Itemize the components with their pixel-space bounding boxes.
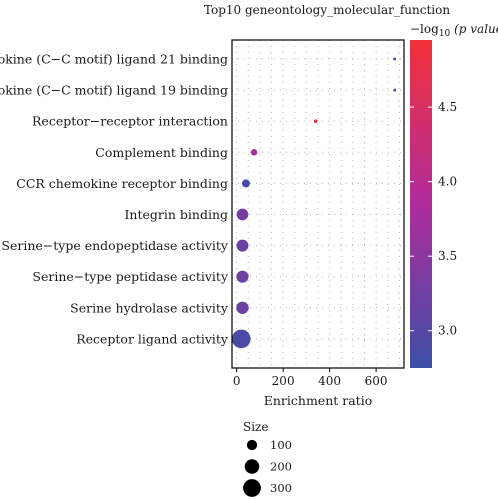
data-point — [236, 208, 249, 221]
size-legend-dot — [243, 479, 261, 497]
x-tick-label: 0 — [233, 374, 241, 388]
plot-frame — [231, 39, 405, 369]
x-axis-title: Enrichment ratio — [264, 393, 372, 408]
grid-layer — [232, 40, 404, 368]
category-label: Receptor ligand activity — [76, 331, 229, 346]
color-tick-label: 3.5 — [438, 249, 457, 263]
category-label: chemokine (C−C motif) ligand 21 binding — [0, 52, 228, 67]
color-legend-title-prefix: −log — [410, 22, 439, 36]
data-point — [313, 119, 318, 123]
category-label: Serine−type peptidase activity — [32, 269, 229, 284]
chart-title: Top10 geneontology_molecular_function — [204, 3, 450, 17]
data-point — [241, 179, 250, 188]
category-labels: chemokine (C−C motif) ligand 21 binding c… — [0, 52, 229, 347]
color-tick-label: 4.0 — [438, 175, 457, 189]
data-point — [393, 88, 397, 92]
data-point — [250, 149, 258, 156]
category-label: Complement binding — [95, 145, 228, 160]
category-label: Serine hydrolase activity — [70, 300, 229, 315]
color-bar — [410, 40, 432, 368]
size-legend-items: 100 200 300 — [243, 438, 292, 497]
color-bar-ticks: 3.0 3.5 4.0 4.5 — [410, 100, 457, 338]
size-legend: Size 100 200 300 — [243, 420, 292, 497]
size-legend-label: 100 — [270, 438, 292, 452]
data-points — [231, 57, 397, 349]
x-tick-label: 600 — [365, 374, 388, 388]
color-legend-title-suffix: (p value) — [450, 22, 498, 36]
data-point — [236, 270, 249, 283]
category-label: Integrin binding — [124, 207, 228, 222]
x-tick-label: 400 — [318, 374, 341, 388]
color-legend: −log10 (p value) 3.0 3.5 4.0 4.5 — [410, 22, 498, 368]
color-tick-label: 4.5 — [438, 100, 457, 114]
category-label: Receptor−receptor interaction — [32, 114, 228, 129]
x-tick-label: 200 — [272, 374, 295, 388]
data-point — [393, 57, 397, 61]
size-legend-label: 300 — [270, 481, 292, 495]
data-point — [231, 329, 251, 349]
category-label: Serine−type endopeptidase activity — [1, 238, 229, 253]
data-point — [236, 301, 249, 314]
size-legend-dot — [246, 439, 258, 451]
size-legend-label: 200 — [270, 460, 292, 474]
color-legend-title: −log10 (p value) — [410, 22, 498, 39]
color-tick-label: 3.0 — [438, 324, 457, 338]
category-label: chemokine (C−C motif) ligand 19 binding — [0, 83, 228, 98]
size-legend-title: Size — [243, 420, 268, 434]
data-point — [236, 239, 249, 252]
x-axis: 0 200 400 600 — [233, 368, 388, 388]
color-legend-title-subscript: 10 — [439, 29, 451, 39]
category-label: CCR chemokine receptor binding — [16, 176, 228, 191]
size-legend-dot — [244, 459, 260, 474]
